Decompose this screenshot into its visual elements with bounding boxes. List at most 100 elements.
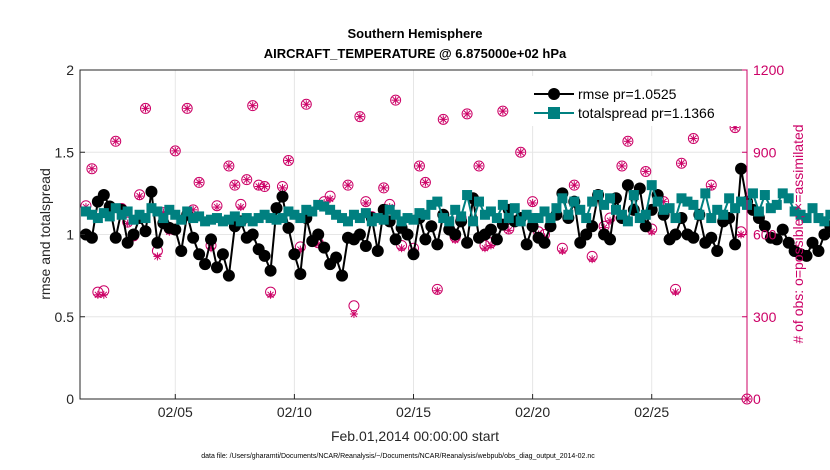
possible-obs-point — [342, 179, 354, 191]
possible-obs-point — [497, 105, 509, 117]
totalspread-point — [110, 203, 121, 214]
assimilated-obs-point — [183, 104, 192, 113]
rmse-point — [770, 233, 783, 246]
rmse-point — [246, 228, 259, 241]
totalspread-point — [753, 206, 764, 217]
rmse-point — [604, 233, 617, 246]
assimilated-obs-point — [480, 244, 489, 253]
rmse-point — [526, 220, 539, 233]
rmse-point — [705, 231, 718, 244]
totalspread-point — [718, 209, 729, 220]
possible-obs-point — [300, 98, 312, 110]
possible-obs-point — [223, 160, 235, 172]
legend-box — [530, 76, 742, 126]
totalspread-point — [438, 213, 449, 224]
x-tick-label: 02/20 — [515, 404, 550, 420]
rmse-point — [216, 248, 229, 261]
totalspread-point — [390, 209, 401, 220]
y-right-tick-label: 1200 — [753, 62, 784, 78]
possible-obs-point — [461, 108, 473, 120]
totalspread-point — [610, 204, 621, 215]
legend-totalspread-marker — [548, 107, 560, 119]
rmse-point — [407, 248, 420, 261]
y-right-tick-label: 0 — [753, 391, 761, 407]
possible-obs-point — [640, 165, 652, 177]
possible-obs-point — [413, 160, 425, 172]
y-right-tick-label: 900 — [753, 144, 777, 160]
rmse-point — [97, 189, 110, 202]
legend: rmse pr=1.0525 totalspread pr=1.1366 — [530, 76, 742, 126]
rmse-point — [669, 228, 682, 241]
totalspread-point — [444, 216, 455, 227]
totalspread-point — [259, 209, 270, 220]
totalspread-point — [491, 213, 502, 224]
totalspread-point — [235, 216, 246, 227]
possible-obs-point — [616, 160, 628, 172]
legend-rmse-marker — [548, 88, 560, 100]
rmse-point — [758, 220, 771, 233]
totalspread-point — [170, 209, 181, 220]
rmse-point — [222, 269, 235, 282]
rmse-point — [187, 231, 200, 244]
totalspread-point — [331, 209, 342, 220]
totalspread-point — [396, 216, 407, 227]
possible-obs-point — [247, 100, 259, 112]
totalspread-point — [527, 213, 538, 224]
totalspread-point — [86, 209, 97, 220]
totalspread-point — [515, 216, 526, 227]
totalspread-point — [533, 213, 544, 224]
totalspread-point — [253, 213, 264, 224]
totalspread-point — [420, 209, 431, 220]
assimilated-obs-point — [421, 178, 430, 187]
rmse-point — [574, 236, 587, 249]
rmse-point — [544, 220, 557, 233]
totalspread-point — [563, 209, 574, 220]
totalspread-point — [104, 211, 115, 222]
rmse-point — [425, 220, 438, 233]
totalspread-point — [706, 213, 717, 224]
assimilated-obs-point — [588, 255, 597, 264]
assimilated-obs-point — [498, 107, 507, 116]
rmse-point — [139, 225, 152, 238]
totalspread-point — [765, 203, 776, 214]
rmse-point — [336, 269, 349, 282]
totalspread-point — [241, 213, 252, 224]
totalspread-point — [289, 209, 300, 220]
totalspread-point — [122, 206, 133, 217]
totalspread-point — [342, 216, 353, 227]
totalspread-point — [682, 196, 693, 207]
totalspread-point — [539, 206, 550, 217]
rmse-point — [449, 228, 462, 241]
totalspread-point — [313, 199, 324, 210]
possible-obs-point — [419, 176, 431, 188]
possible-obs-point — [241, 174, 253, 186]
totalspread-point — [545, 213, 556, 224]
totalspread-point — [634, 213, 645, 224]
assimilated-obs-point — [349, 310, 358, 319]
totalspread-point — [581, 213, 592, 224]
totalspread-point — [593, 190, 604, 201]
totalspread-point — [247, 216, 258, 227]
totalspread-point — [200, 216, 211, 227]
assimilated-obs-point — [284, 156, 293, 165]
rmse-point — [199, 258, 212, 271]
totalspread-point — [521, 209, 532, 220]
possible-obs-point — [110, 135, 122, 147]
totalspread-point — [801, 213, 812, 224]
totalspread-point — [223, 214, 234, 225]
totalspread-point — [789, 206, 800, 217]
legend-rmse-label: rmse pr=1.0525 — [578, 86, 677, 102]
totalspread-point — [319, 201, 330, 212]
assimilated-obs-point — [671, 288, 680, 297]
assimilated-obs-point — [111, 137, 120, 146]
totalspread-point — [366, 216, 377, 227]
totalspread-point — [354, 213, 365, 224]
assimilated-obs-point — [439, 115, 448, 124]
totalspread-point — [408, 214, 419, 225]
rmse-point — [461, 236, 474, 249]
rmse-point — [151, 236, 164, 249]
possible-obs-point — [181, 102, 193, 114]
totalspread-point — [724, 193, 735, 204]
rmse-point — [276, 190, 289, 203]
assimilated-obs-point — [141, 104, 150, 113]
